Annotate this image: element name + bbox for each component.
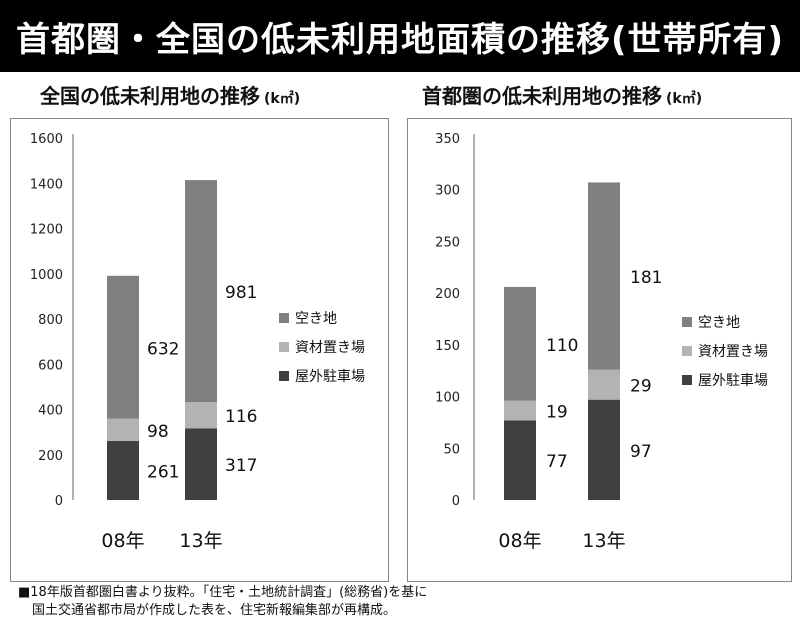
bar-segment: [504, 400, 536, 421]
y-tick-label: 300: [435, 184, 460, 199]
x-category-label: 08年: [101, 530, 144, 552]
y-tick-label: 800: [38, 313, 63, 328]
y-tick-label: 50: [443, 442, 460, 457]
data-label: 110: [546, 336, 578, 356]
x-category-label: 13年: [582, 530, 625, 552]
y-tick-label: 200: [38, 449, 63, 464]
legend-swatch: [279, 342, 289, 352]
data-label: 181: [630, 268, 662, 288]
y-tick-label: 0: [452, 494, 460, 509]
bar-segment: [185, 428, 217, 500]
chart-panel-national: 0 200 400 600 800 1000 1200 1400 1600 261 98 632 08年…: [10, 118, 389, 582]
chart-title-national: 全国の低未利用地の推移 (k㎡): [40, 80, 300, 109]
data-label: 632: [147, 339, 179, 359]
y-tick-label: 350: [435, 132, 460, 147]
legend-label: 資材置き場: [698, 344, 768, 360]
y-tick-label: 0: [55, 494, 63, 509]
y-tick-label: 150: [435, 339, 460, 354]
bar-segment: [504, 420, 536, 500]
chart-unit-national: (k㎡): [264, 91, 301, 107]
chart-title-capital: 首都圏の低未利用地の推移 (k㎡): [422, 80, 702, 109]
data-label: 77: [546, 452, 568, 472]
legend-label: 屋外駐車場: [698, 372, 768, 389]
chart-unit-capital: (k㎡): [666, 91, 703, 107]
legend-swatch: [279, 313, 289, 323]
chart-panel-capital: 0 50 100 150 200 250 300 350 77 19 110 08年 97 29 181 13…: [407, 118, 792, 582]
legend-swatch: [682, 317, 692, 327]
y-tick-label: 1400: [30, 177, 63, 192]
bar-segment: [588, 399, 620, 500]
x-category-label: 13年: [179, 530, 222, 552]
data-label: 29: [630, 377, 652, 397]
bar-segment: [504, 286, 536, 401]
bar-segment: [185, 402, 217, 429]
y-tick-label: 200: [435, 287, 460, 302]
data-label: 19: [546, 403, 568, 423]
footnote: ■18年版首都圏白書より抜粋。「住宅・土地統計調査」(総務省)を基に 国土交通省…: [18, 584, 427, 620]
bar-segment: [588, 182, 620, 370]
stacked-bar-chart-national: 0 200 400 600 800 1000 1200 1400 1600 261 98 632 08年…: [30, 132, 365, 552]
y-tick-label: 600: [38, 358, 63, 373]
bar-segment: [107, 418, 139, 441]
legend-swatch: [279, 371, 289, 381]
data-label: 981: [225, 283, 257, 303]
y-tick-label: 1000: [30, 268, 63, 283]
bar-segment: [185, 180, 217, 403]
chart-title-capital-text: 首都圏の低未利用地の推移: [422, 84, 662, 108]
main-title: 首都圏・全国の低未利用地面積の推移(世帯所有): [0, 0, 800, 72]
footnote-line-1: ■18年版首都圏白書より抜粋。「住宅・土地統計調査」(総務省)を基に: [18, 585, 428, 600]
legend-swatch: [682, 375, 692, 385]
legend-swatch: [682, 346, 692, 356]
bar-segment: [107, 275, 139, 419]
data-label: 261: [147, 462, 179, 482]
legend-label: 空き地: [295, 311, 337, 327]
y-tick-label: 1600: [30, 132, 63, 147]
legend-label: 屋外駐車場: [295, 368, 365, 385]
legend-label: 空き地: [698, 315, 740, 331]
data-label: 317: [225, 456, 257, 476]
data-label: 97: [630, 442, 652, 462]
x-category-label: 08年: [498, 530, 541, 552]
chart-title-national-text: 全国の低未利用地の推移: [40, 84, 260, 108]
y-tick-label: 100: [435, 391, 460, 406]
bar-segment: [107, 440, 139, 500]
y-tick-label: 1200: [30, 223, 63, 238]
bar-segment: [588, 369, 620, 400]
footnote-line-2: 国土交通省都市局が作成した表を、住宅新報編集部が再構成。: [32, 603, 397, 618]
legend-label: 資材置き場: [295, 340, 365, 356]
stacked-bar-chart-capital: 0 50 100 150 200 250 300 350 77 19 110 08年 97 29 181 13…: [435, 132, 768, 552]
data-label: 116: [225, 407, 257, 427]
y-tick-label: 400: [38, 404, 63, 419]
y-tick-label: 250: [435, 235, 460, 250]
data-label: 98: [147, 422, 169, 442]
